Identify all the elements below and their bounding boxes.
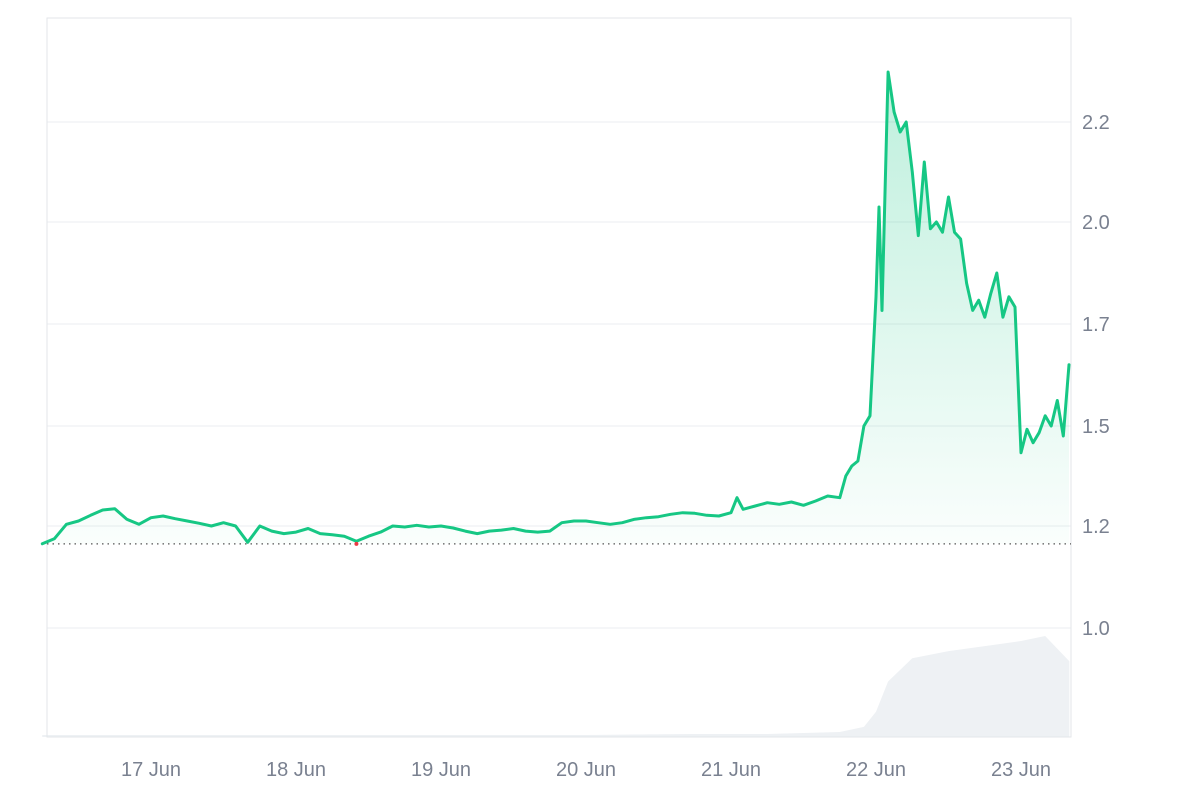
y-tick-label: 1.5	[1082, 416, 1110, 438]
volume-series	[42, 636, 1069, 737]
x-axis-ticks: 17 Jun 18 Jun 19 Jun 20 Jun 21 Jun 22 Jun 23 J…	[121, 759, 1051, 781]
volume-area	[42, 636, 1069, 737]
y-tick-label: 1.0	[1082, 618, 1110, 640]
price-series	[42, 72, 1069, 544]
markers-group	[354, 542, 358, 546]
x-tick-label: 23 Jun	[991, 759, 1051, 781]
x-tick-label: 20 Jun	[556, 759, 616, 781]
x-tick-label: 18 Jun	[266, 759, 326, 781]
x-tick-label: 17 Jun	[121, 759, 181, 781]
y-tick-label: 1.2	[1082, 516, 1110, 538]
x-tick-label: 21 Jun	[701, 759, 761, 781]
marker-dot	[354, 542, 358, 546]
y-tick-label: 2.0	[1082, 212, 1110, 234]
y-tick-label: 2.2	[1082, 112, 1110, 134]
x-tick-label: 19 Jun	[411, 759, 471, 781]
y-tick-label: 1.7	[1082, 314, 1110, 336]
price-area-fill	[42, 72, 1069, 544]
y-axis-ticks: 2.2 2.0 1.7 1.5 1.2 1.0	[1082, 112, 1110, 640]
x-tick-label: 22 Jun	[846, 759, 906, 781]
